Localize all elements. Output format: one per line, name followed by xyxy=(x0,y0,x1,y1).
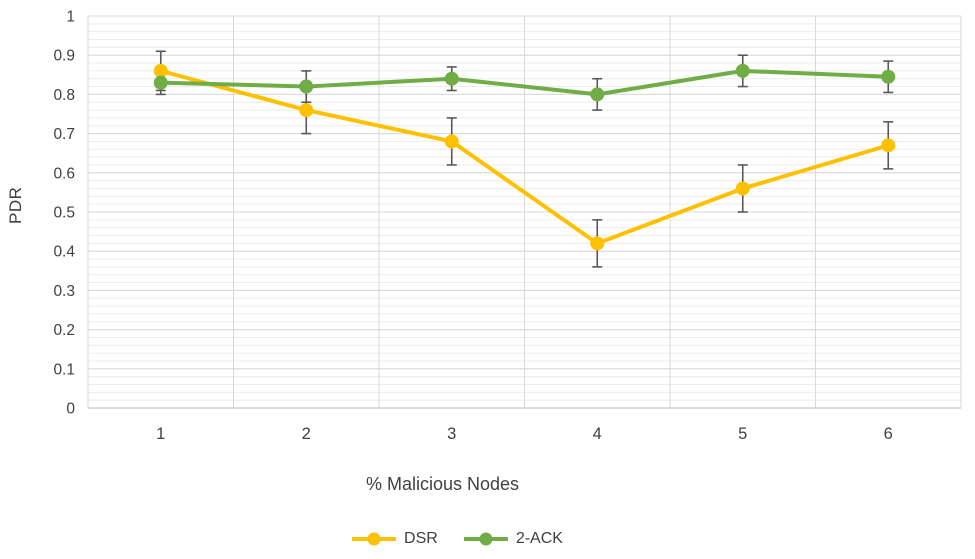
legend: DSR 2-ACK xyxy=(0,526,915,552)
data-point xyxy=(153,75,168,90)
x-tick-label: 3 xyxy=(447,425,456,443)
data-point xyxy=(444,71,459,86)
y-tick-label: 0.1 xyxy=(53,361,75,378)
plot-area: 0 0.1 0.2 0.3 0.4 0.5 0.6 0.7 0.8 0.9 1 1 2 3 4 5 6 xyxy=(53,9,962,444)
legend-item-2ack: 2-ACK xyxy=(463,530,563,548)
data-point xyxy=(735,63,750,78)
series-dsr xyxy=(153,63,896,251)
y-tick-label: 0.2 xyxy=(53,322,75,339)
x-tick-label: 5 xyxy=(738,425,747,443)
dsr-line-marker-icon xyxy=(352,532,397,546)
data-point xyxy=(153,63,168,78)
data-point xyxy=(444,134,459,149)
y-tick-label: 0.9 xyxy=(53,48,75,65)
x-axis-title: % Malicious Nodes xyxy=(365,474,520,494)
y-tick-label: 0.4 xyxy=(53,244,75,261)
legend-label-2ack: 2-ACK xyxy=(515,530,563,547)
y-tick-label: 0.8 xyxy=(53,87,75,104)
y-axis-title: PDR xyxy=(6,186,25,224)
x-tick-label: 4 xyxy=(593,425,602,443)
gridlines xyxy=(87,15,962,409)
legend-item-dsr: DSR xyxy=(352,530,438,548)
data-point xyxy=(590,87,605,102)
data-point xyxy=(881,138,896,153)
y-tick-label: 0.7 xyxy=(53,126,75,143)
data-point xyxy=(299,79,314,94)
2ack-line-marker-icon xyxy=(463,532,508,546)
y-tick-label: 0.3 xyxy=(53,283,75,300)
data-point xyxy=(881,69,896,84)
data-point xyxy=(735,181,750,196)
axis-tick-labels: 0 0.1 0.2 0.3 0.4 0.5 0.6 0.7 0.8 0.9 1 1 2 3 4 5 6 xyxy=(53,9,892,444)
y-tick-label: 0.6 xyxy=(53,165,75,182)
data-point xyxy=(299,103,314,118)
y-tick-label: 0.5 xyxy=(53,205,75,222)
series-2-ack xyxy=(153,63,896,102)
data-point xyxy=(590,236,605,251)
y-tick-label: 1 xyxy=(66,9,75,26)
x-tick-label: 2 xyxy=(302,425,311,443)
x-tick-label: 6 xyxy=(884,425,893,443)
y-tick-label: 0 xyxy=(66,401,75,418)
legend-label-dsr: DSR xyxy=(404,530,438,547)
x-tick-label: 1 xyxy=(156,425,165,443)
